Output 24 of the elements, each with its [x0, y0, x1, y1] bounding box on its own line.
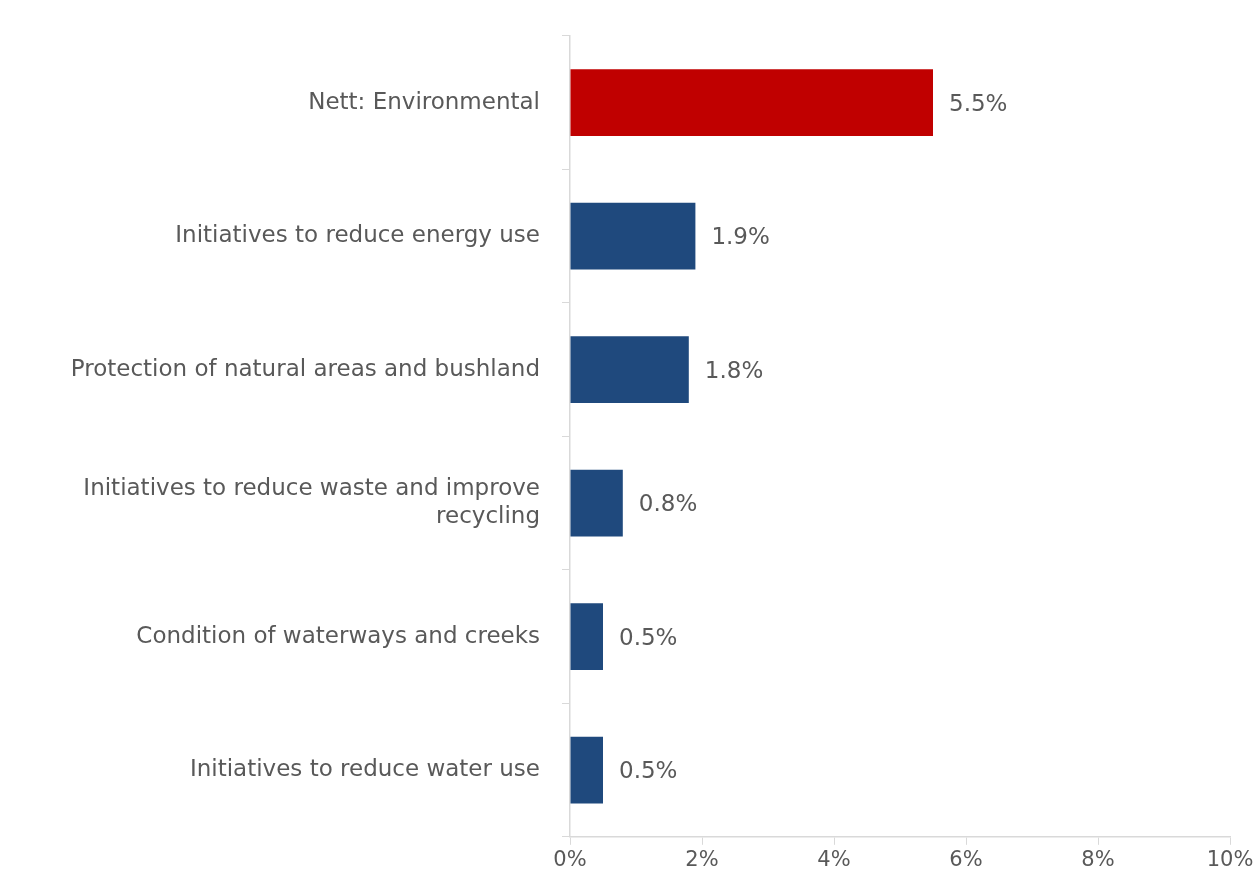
x-tick-label: 10%: [1206, 846, 1254, 871]
data-label: 0.5%: [619, 757, 678, 784]
data-label: 1.9%: [711, 223, 770, 250]
x-tick-label: 6%: [949, 846, 983, 871]
bar: [570, 736, 603, 804]
bar: [570, 202, 696, 270]
y-tick-label: Nett: Environmental: [308, 87, 540, 114]
y-tick-label: Initiatives to reduce energy use: [175, 221, 540, 248]
data-label: 1.8%: [704, 356, 764, 383]
y-tick-label: Initiatives to reduce waste and improve recycling: [83, 474, 540, 528]
bar: [570, 69, 933, 136]
data-label: 0.5%: [619, 623, 678, 650]
x-tick-label: 4%: [817, 846, 851, 871]
bar: [570, 603, 603, 670]
y-tick-label: Initiatives to reduce water use: [189, 755, 540, 782]
y-tick-label: Protection of natural areas and bushland: [70, 354, 540, 381]
x-tick-label: 0%: [553, 846, 587, 871]
data-label: 5.5%: [949, 89, 1008, 116]
x-tick-label: 8%: [1081, 846, 1115, 871]
data-label: 0.8%: [638, 490, 698, 517]
bar: [570, 336, 689, 403]
x-tick-label: 2%: [685, 846, 719, 871]
y-tick-label: Condition of waterways and creeks: [136, 621, 540, 648]
bar: [570, 469, 623, 537]
